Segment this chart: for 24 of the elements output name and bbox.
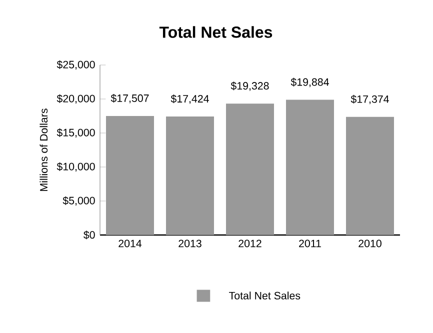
bar — [106, 116, 154, 235]
y-tick-label: $10,000 — [56, 162, 95, 172]
y-axis-title: Millions of Dollars — [40, 108, 48, 191]
y-tick-label: $15,000 — [56, 128, 95, 138]
data-label: $17,374 — [350, 94, 389, 104]
y-tick-label: $25,000 — [56, 60, 95, 70]
y-tick-label: $20,000 — [56, 94, 95, 104]
x-tick-label: 2011 — [299, 240, 321, 248]
x-tick-label: 2012 — [238, 240, 262, 248]
x-tick-label: 2013 — [178, 240, 202, 248]
data-label: $19,884 — [290, 78, 329, 88]
x-tick-label: 2014 — [118, 240, 142, 248]
bar — [166, 116, 214, 235]
data-label: $17,507 — [110, 94, 149, 104]
bar — [286, 100, 334, 235]
x-tick-label: 2010 — [358, 240, 382, 248]
y-tick-label: $0 — [84, 230, 95, 240]
bar — [226, 104, 274, 235]
legend-label: Total Net Sales — [229, 292, 300, 300]
bar — [346, 116, 394, 235]
data-label: $17,424 — [170, 94, 209, 104]
data-label: $19,328 — [230, 82, 269, 91]
y-tick-label: $5,000 — [62, 196, 95, 206]
chart-title: Total Net Sales — [159, 26, 272, 38]
